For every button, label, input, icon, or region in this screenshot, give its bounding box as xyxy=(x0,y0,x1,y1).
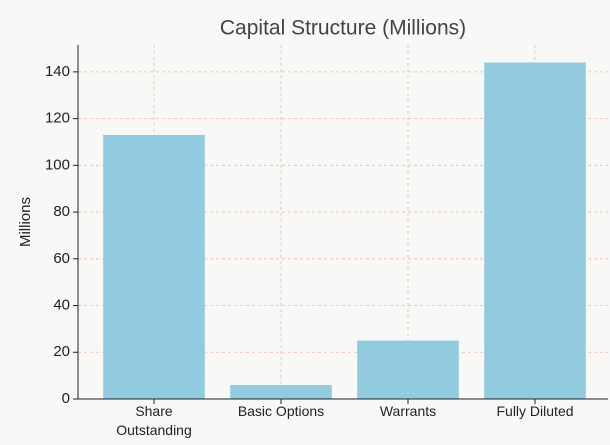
y-axis-label: Millions xyxy=(17,197,34,247)
chart-title: Capital Structure (Millions) xyxy=(220,17,466,40)
x-tick-label: Basic Options xyxy=(237,403,325,419)
bar xyxy=(357,340,459,399)
y-tick-label: 40 xyxy=(53,297,70,314)
y-tick-label: 140 xyxy=(45,63,70,80)
y-tick-label: 60 xyxy=(53,250,70,267)
y-tick-label: 120 xyxy=(45,110,70,127)
y-tick-label: 80 xyxy=(53,203,70,220)
y-tick-label: 100 xyxy=(45,156,70,173)
y-tick-label: 20 xyxy=(53,343,70,360)
x-tick-label: Warrants xyxy=(379,403,437,419)
bar xyxy=(484,62,586,400)
x-tick-label: Share Outstanding xyxy=(116,403,192,438)
bar xyxy=(230,384,332,399)
x-tick-label: Fully Diluted xyxy=(496,403,574,419)
bar xyxy=(103,134,205,400)
y-tick-label: 0 xyxy=(62,390,70,407)
